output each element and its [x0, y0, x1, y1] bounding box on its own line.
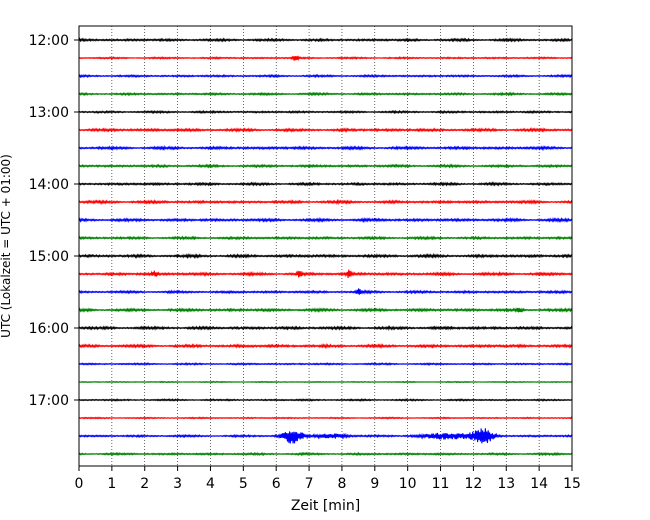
- y-tick-label: 16:00: [29, 321, 69, 337]
- x-tick-label: 4: [206, 476, 215, 492]
- trace-1545: [78, 307, 573, 313]
- x-tick-label: 7: [305, 476, 314, 492]
- trace-1215: [78, 55, 573, 62]
- x-tick-label: 3: [173, 476, 182, 492]
- trace-1645: [78, 380, 573, 384]
- trace-1430: [78, 216, 573, 224]
- trace-1600: [78, 325, 573, 332]
- x-tick-label: 12: [464, 476, 482, 492]
- plot-background: [79, 26, 572, 466]
- x-tick-label: 6: [272, 476, 281, 492]
- x-tick-label: 8: [337, 476, 346, 492]
- trace-1715: [78, 416, 573, 420]
- x-tick-label: 0: [75, 476, 84, 492]
- traces: [78, 37, 573, 457]
- trace-1630: [78, 362, 573, 366]
- y-tick-label: 13:00: [29, 105, 69, 121]
- x-tick-label: 9: [370, 476, 379, 492]
- x-tick-label: 10: [399, 476, 417, 492]
- x-tick-label: 13: [497, 476, 515, 492]
- trace-1530: [78, 288, 573, 295]
- y-axis-label: UTC (Lokalzeit = UTC + 01:00): [0, 154, 13, 338]
- y-tick-label: 12:00: [29, 33, 69, 49]
- grid-lines: [111, 26, 540, 466]
- trace-1500: [78, 252, 573, 260]
- trace-1300: [78, 109, 573, 115]
- trace-1615: [78, 342, 573, 350]
- x-axis: 0 1 2 3 4 5 6 7 8 9 10 11 12 13 14 15: [75, 466, 581, 492]
- trace-1400: [78, 181, 573, 187]
- trace-1245: [78, 91, 573, 97]
- x-tick-label: 11: [432, 476, 450, 492]
- trace-1330: [78, 144, 573, 152]
- x-tick-label: 1: [107, 476, 116, 492]
- x-axis-label: Zeit [min]: [291, 498, 360, 514]
- x-tick-label: 14: [530, 476, 548, 492]
- x-tick-label: 5: [239, 476, 248, 492]
- trace-1730: [78, 428, 573, 444]
- trace-1515: [78, 269, 573, 279]
- trace-1200: [78, 37, 573, 43]
- trace-1345: [78, 163, 573, 169]
- trace-1415: [78, 198, 573, 206]
- trace-1230: [78, 73, 573, 79]
- x-tick-label: 2: [140, 476, 149, 492]
- x-tick-label: 15: [563, 476, 581, 492]
- trace-1745: [78, 451, 573, 457]
- trace-1445: [78, 235, 573, 241]
- y-tick-label: 15:00: [29, 249, 69, 265]
- trace-1315: [78, 127, 573, 133]
- plot-frame: [78, 25, 573, 467]
- y-axis: 12:00 13:00 14:00 15:00 16:00 17:00: [29, 33, 79, 409]
- y-tick-label: 14:00: [29, 177, 69, 193]
- trace-1700: [78, 398, 573, 402]
- y-tick-label: 17:00: [29, 393, 69, 409]
